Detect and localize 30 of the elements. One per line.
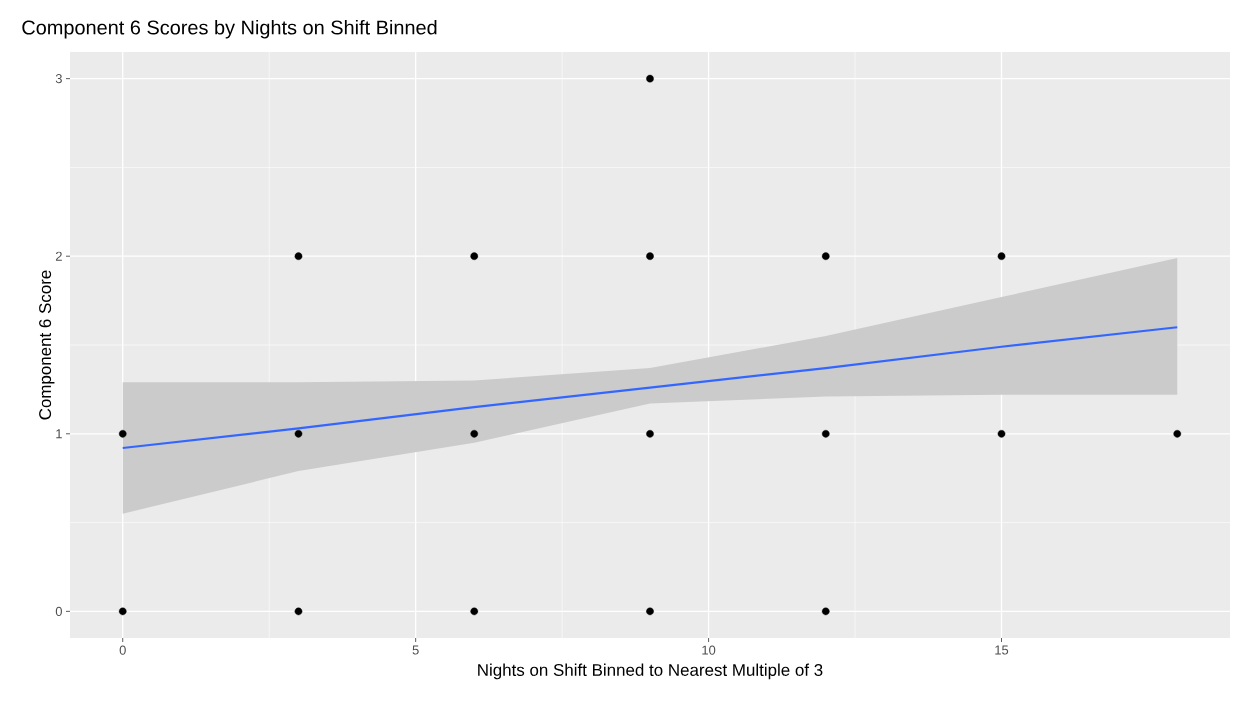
point [821, 252, 830, 261]
point [646, 607, 654, 616]
y-tick-label: 2 [55, 251, 62, 261]
point [997, 429, 1006, 438]
x-tick-label: 15 [995, 645, 1009, 655]
y-tick-label: 3 [55, 74, 62, 84]
point [821, 607, 830, 616]
y-axis-title: Component 6 Score [39, 270, 55, 420]
point [294, 429, 303, 438]
point [646, 74, 654, 83]
point [997, 252, 1006, 261]
point [294, 252, 303, 261]
point [646, 252, 654, 261]
point [1173, 429, 1182, 438]
point [646, 429, 654, 438]
x-tick-label: 10 [702, 645, 716, 655]
point [470, 252, 479, 261]
point [470, 429, 479, 438]
point [118, 429, 127, 438]
x-tick-label: 0 [119, 645, 126, 655]
y-tick-label: 1 [56, 429, 62, 439]
x-tick-label: 5 [412, 645, 419, 655]
x-axis-title: Nights on Shift Binned to Nearest Multiple of 3 [478, 663, 823, 680]
line-series [121, 326, 1179, 450]
point [118, 607, 127, 616]
chart-title: Component 6 Scores by Nights on Shift Binned [22, 19, 437, 39]
point [294, 607, 303, 616]
y-tick-label: 0 [55, 606, 62, 616]
point [470, 607, 479, 616]
point [821, 429, 830, 438]
